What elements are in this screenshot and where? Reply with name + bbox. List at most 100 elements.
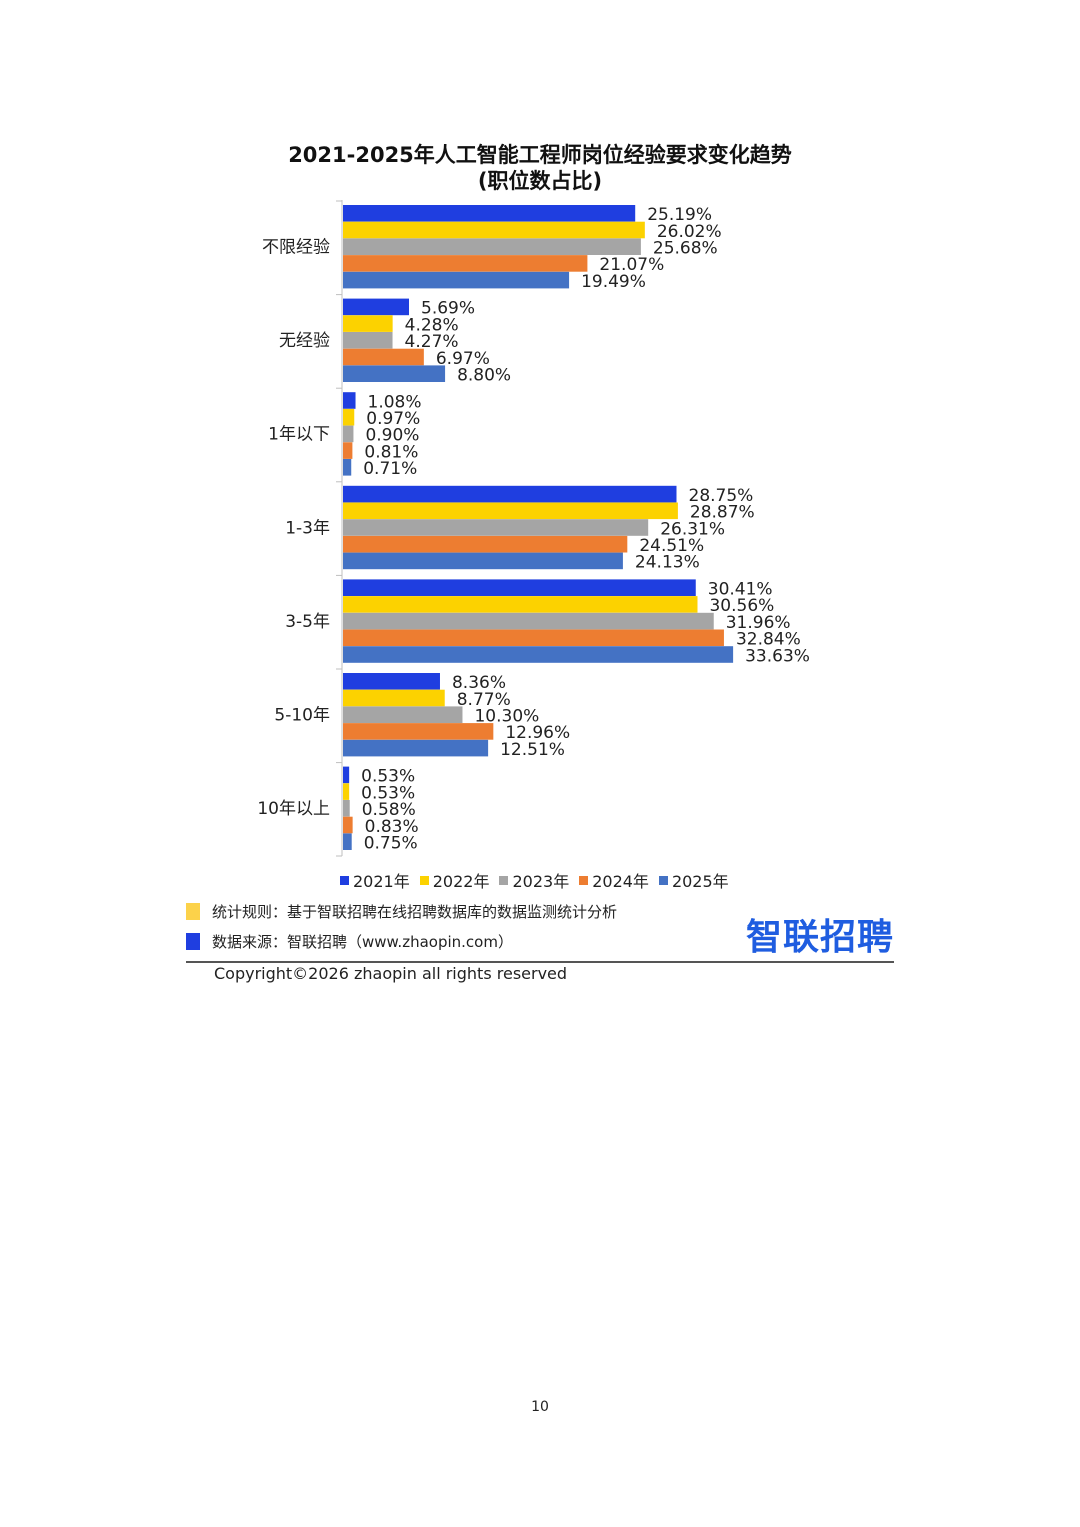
data-label: 0.71% — [363, 459, 417, 479]
legend-label: 2023年 — [512, 872, 570, 891]
data-label: 28.87% — [690, 503, 755, 523]
bar — [343, 689, 445, 707]
page-number: 10 — [531, 1399, 549, 1415]
bar — [343, 238, 641, 255]
category-label: 不限经验 — [262, 238, 330, 258]
bar — [343, 485, 677, 503]
data-label: 0.75% — [364, 834, 418, 854]
data-label: 0.58% — [362, 800, 416, 820]
data-label: 24.51% — [639, 536, 704, 556]
copyright-text: Copyright©2026 zhaopin all rights reserv… — [214, 964, 568, 983]
data-label: 30.41% — [708, 580, 773, 600]
bar — [343, 552, 623, 570]
data-label: 30.56% — [709, 596, 774, 616]
legend-swatch — [340, 875, 349, 885]
bar — [343, 535, 628, 553]
data-source-note: 数据来源：智联招聘（www.zhaopin.com） — [186, 931, 513, 952]
bar — [343, 673, 440, 690]
data-label: 8.77% — [457, 690, 511, 710]
category-label: 1年以下 — [268, 425, 330, 445]
bar — [343, 783, 350, 800]
data-source-text: 数据来源：智联招聘（www.zhaopin.com） — [212, 933, 513, 951]
category-label: 5-10年 — [274, 706, 330, 726]
bar — [343, 205, 636, 222]
data-label: 8.80% — [457, 366, 511, 386]
rule-marker — [186, 903, 200, 920]
bar — [343, 629, 724, 647]
category-label: 无经验 — [279, 331, 330, 351]
legend-item-2024: 2024年 — [579, 868, 649, 892]
data-label: 19.49% — [581, 272, 646, 292]
bar — [343, 442, 353, 459]
data-label: 33.63% — [745, 646, 810, 666]
bar — [343, 612, 714, 630]
bar — [343, 271, 570, 289]
source-marker — [186, 933, 200, 950]
bar — [343, 519, 649, 536]
data-label: 28.75% — [689, 486, 754, 506]
legend-swatch — [499, 875, 509, 885]
bar — [343, 723, 494, 740]
data-label: 0.97% — [366, 409, 420, 429]
data-label: 32.84% — [736, 630, 801, 650]
stat-rule-note: 统计规则：基于智联招聘在线招聘数据库的数据监测统计分析 — [186, 901, 617, 922]
legend-item-2022: 2022年 — [419, 868, 490, 892]
bar — [343, 425, 354, 443]
data-label: 4.28% — [405, 315, 459, 335]
category-label: 1-3年 — [285, 518, 330, 538]
bar — [343, 315, 393, 332]
data-label: 4.27% — [405, 332, 459, 352]
bar — [343, 596, 698, 613]
bar — [343, 833, 352, 850]
data-label: 0.53% — [361, 767, 415, 787]
bar — [343, 739, 489, 757]
legend-swatch — [658, 875, 668, 885]
bar — [343, 502, 678, 520]
bar — [343, 408, 355, 426]
data-label: 6.97% — [436, 349, 490, 369]
data-label: 24.13% — [635, 553, 700, 573]
legend-label: 2021年 — [353, 872, 410, 891]
data-label: 12.51% — [500, 740, 565, 760]
bar — [343, 579, 696, 596]
chart-title: 2021-2025年人工智能工程师岗位经验要求变化趋势 — [288, 143, 792, 167]
data-label: 1.08% — [368, 392, 422, 412]
bar — [343, 348, 424, 366]
category-label: 10年以上 — [257, 799, 330, 819]
legend-swatch — [419, 875, 429, 885]
bar — [343, 766, 350, 784]
data-label: 0.83% — [365, 817, 419, 837]
bar — [343, 816, 353, 834]
zhaopin-logo: 智联招聘 — [746, 917, 895, 958]
data-label: 21.07% — [599, 255, 664, 275]
chart-subtitle: (职位数占比) — [477, 169, 603, 193]
data-label: 26.02% — [657, 222, 722, 242]
bar — [343, 255, 588, 272]
data-label: 5.69% — [421, 299, 475, 319]
legend-item-2025: 2025年 — [658, 868, 729, 892]
category-label: 3-5年 — [285, 612, 330, 632]
data-label: 31.96% — [726, 613, 791, 633]
bar — [343, 800, 350, 817]
bar — [343, 392, 356, 409]
data-label: 0.81% — [364, 442, 418, 462]
stat-rule-text: 统计规则：基于智联招聘在线招聘数据库的数据监测统计分析 — [212, 903, 618, 921]
legend-item-2023: 2023年 — [499, 868, 569, 892]
legend-swatch — [579, 875, 589, 885]
bar — [343, 221, 645, 239]
bar — [343, 706, 463, 723]
bar — [343, 646, 734, 663]
data-label: 12.96% — [505, 723, 570, 743]
data-label: 25.68% — [653, 239, 718, 259]
data-label: 8.36% — [452, 673, 506, 693]
legend-label: 2022年 — [432, 872, 490, 891]
bar — [343, 459, 352, 476]
bar — [343, 298, 410, 316]
data-label: 25.19% — [647, 205, 712, 225]
data-label: 0.90% — [365, 426, 419, 446]
data-label: 10.30% — [474, 707, 539, 727]
chart-legend: 2021年 2022年 2023年 2024年 2025年 — [340, 868, 760, 892]
footer-divider — [186, 961, 894, 963]
data-label: 0.53% — [361, 783, 415, 803]
bar — [343, 365, 446, 382]
